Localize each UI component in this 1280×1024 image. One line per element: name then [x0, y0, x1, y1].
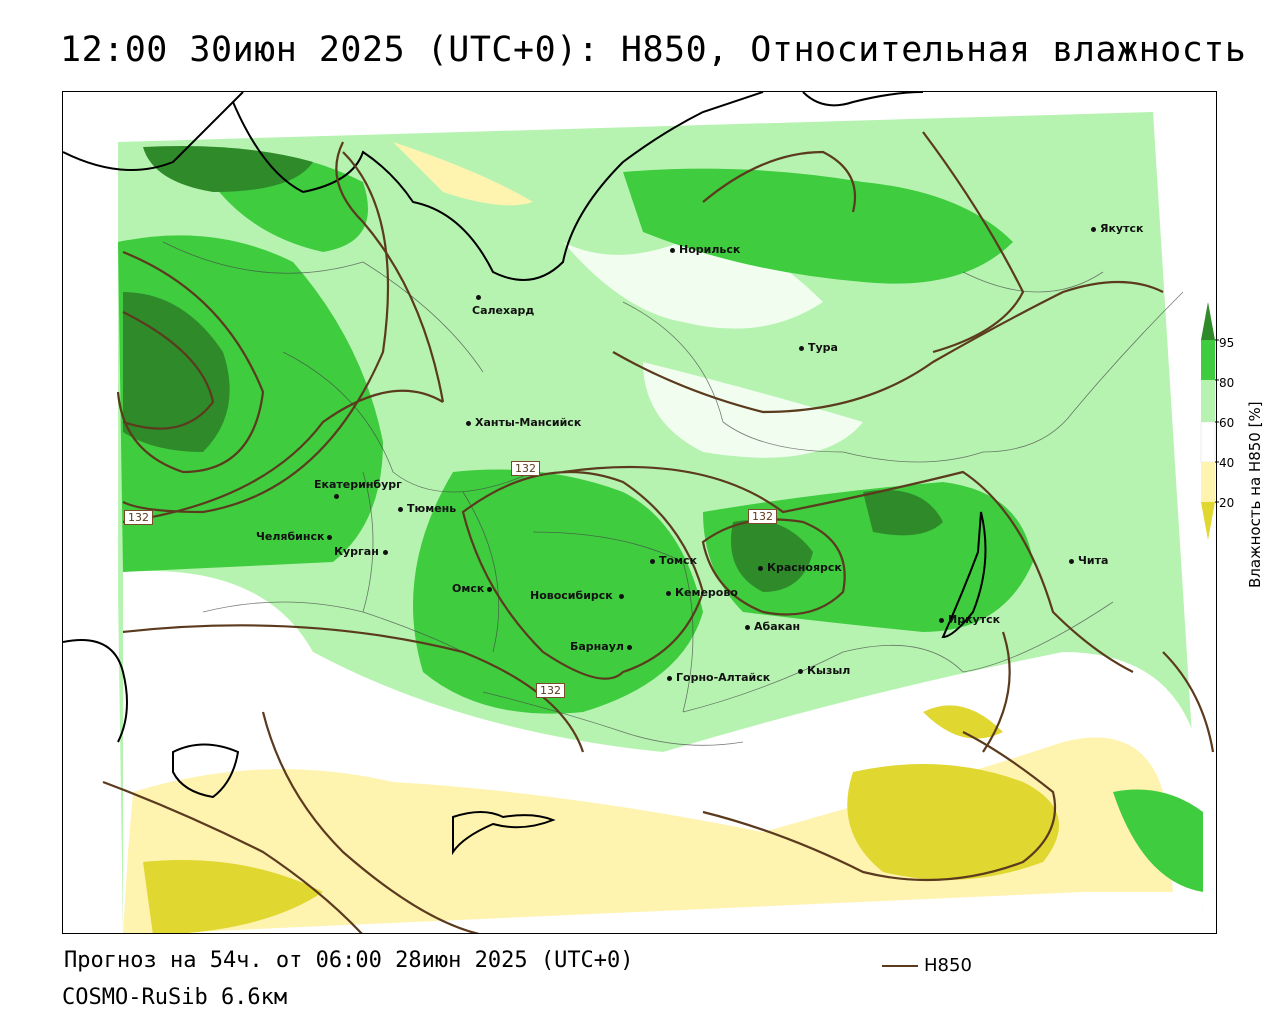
city-kyzyl: Кызыл [798, 664, 850, 677]
colorbar-tick: 20 [1219, 496, 1234, 510]
humidity-zone-80-95 [623, 168, 1013, 284]
city-abakan: Абакан [745, 620, 800, 633]
colorbar-lt20 [1201, 502, 1215, 540]
isoline-legend-label: H850 [924, 955, 972, 976]
humidity-zone-80-95 [413, 469, 703, 714]
humidity-zone-lt20 [143, 860, 323, 933]
isoline-label: 132 [124, 510, 153, 525]
city-novosibirsk: Новосибирск [530, 589, 628, 602]
city-tyumen: Тюмень [398, 502, 456, 515]
map-area[interactable] [62, 91, 1217, 934]
city-krasnoyarsk: Красноярск [758, 561, 842, 574]
coastline [63, 639, 128, 743]
city-omsk: Омск [452, 582, 496, 595]
model-name: COSMO-RuSib 6.6км [62, 985, 288, 1010]
colorbar-80-95 [1201, 340, 1215, 380]
humidity-zone-gt95 [731, 520, 813, 592]
coastline [232, 92, 764, 281]
humidity-zone-gt95 [143, 146, 313, 192]
city-chelyabinsk: Челябинск [256, 530, 336, 543]
humidity-zone-lt20 [923, 705, 1003, 739]
humidity-zone-gt95 [863, 490, 943, 536]
forecast-info: Прогноз на 54ч. от 06:00 28июн 2025 (UTC… [64, 948, 634, 973]
city-yekaterinburg: Екатеринбург [314, 478, 402, 491]
coastline [63, 92, 244, 171]
city-chita: Чита [1069, 554, 1108, 567]
isoline-legend: H850 [882, 955, 972, 976]
city-khanty-mansiysk: Ханты-Мансийск [466, 416, 581, 429]
city-norilsk: Норильск [670, 243, 740, 256]
isoline-label: 132 [511, 461, 540, 476]
coastline [802, 92, 924, 107]
city-tomsk: Томск [650, 554, 697, 567]
colorbar-tick: 40 [1219, 456, 1234, 470]
lake-baikal [941, 511, 987, 639]
admin-borders [162, 241, 1184, 746]
city-salekhard-label: Салехард [472, 304, 535, 317]
isoline-swatch [882, 965, 918, 967]
city-irkutsk: Иркутск [939, 613, 1000, 626]
colorbar-60-80 [1201, 380, 1215, 422]
city-barnaul: Барнаул [570, 640, 636, 653]
colorbar-tick: 80 [1219, 376, 1234, 390]
city-yakutsk: Якутск [1091, 222, 1143, 235]
city-salekhard [476, 290, 485, 303]
map-canvas [63, 92, 1215, 933]
city-yekaterinburg-dot [334, 489, 343, 502]
city-kurgan: Курган [334, 545, 392, 558]
colorbar-title: Влажность на H850 [%] [1246, 401, 1264, 588]
colorbar-40-60 [1200, 421, 1216, 463]
lake-balkhash [452, 811, 556, 856]
isoline-label: 132 [536, 683, 565, 698]
city-kemerovo: Кемерово [666, 586, 738, 599]
city-gorno-altaysk: Горно-Алтайск [667, 671, 770, 684]
colorbar-20-40 [1201, 462, 1215, 502]
map-title: 12:00 30июн 2025 (UTC+0): H850, Относите… [60, 30, 1247, 70]
h850-isolines [102, 131, 1215, 933]
colorbar-gt95 [1201, 302, 1215, 340]
isoline-label: 132 [748, 509, 777, 524]
colorbar-tick: 60 [1219, 416, 1234, 430]
humidity-zone-lt20 [847, 764, 1059, 880]
humidity-colorbar: 95 80 60 40 20 [1200, 302, 1234, 540]
colorbar-tick: 95 [1219, 336, 1234, 350]
humidity-zone-80-95 [1113, 789, 1203, 892]
city-tura: Тура [799, 341, 838, 354]
humidity-zone-20-40 [393, 142, 533, 206]
humidity-zone-20-40 [123, 737, 1173, 933]
lake [172, 743, 240, 799]
